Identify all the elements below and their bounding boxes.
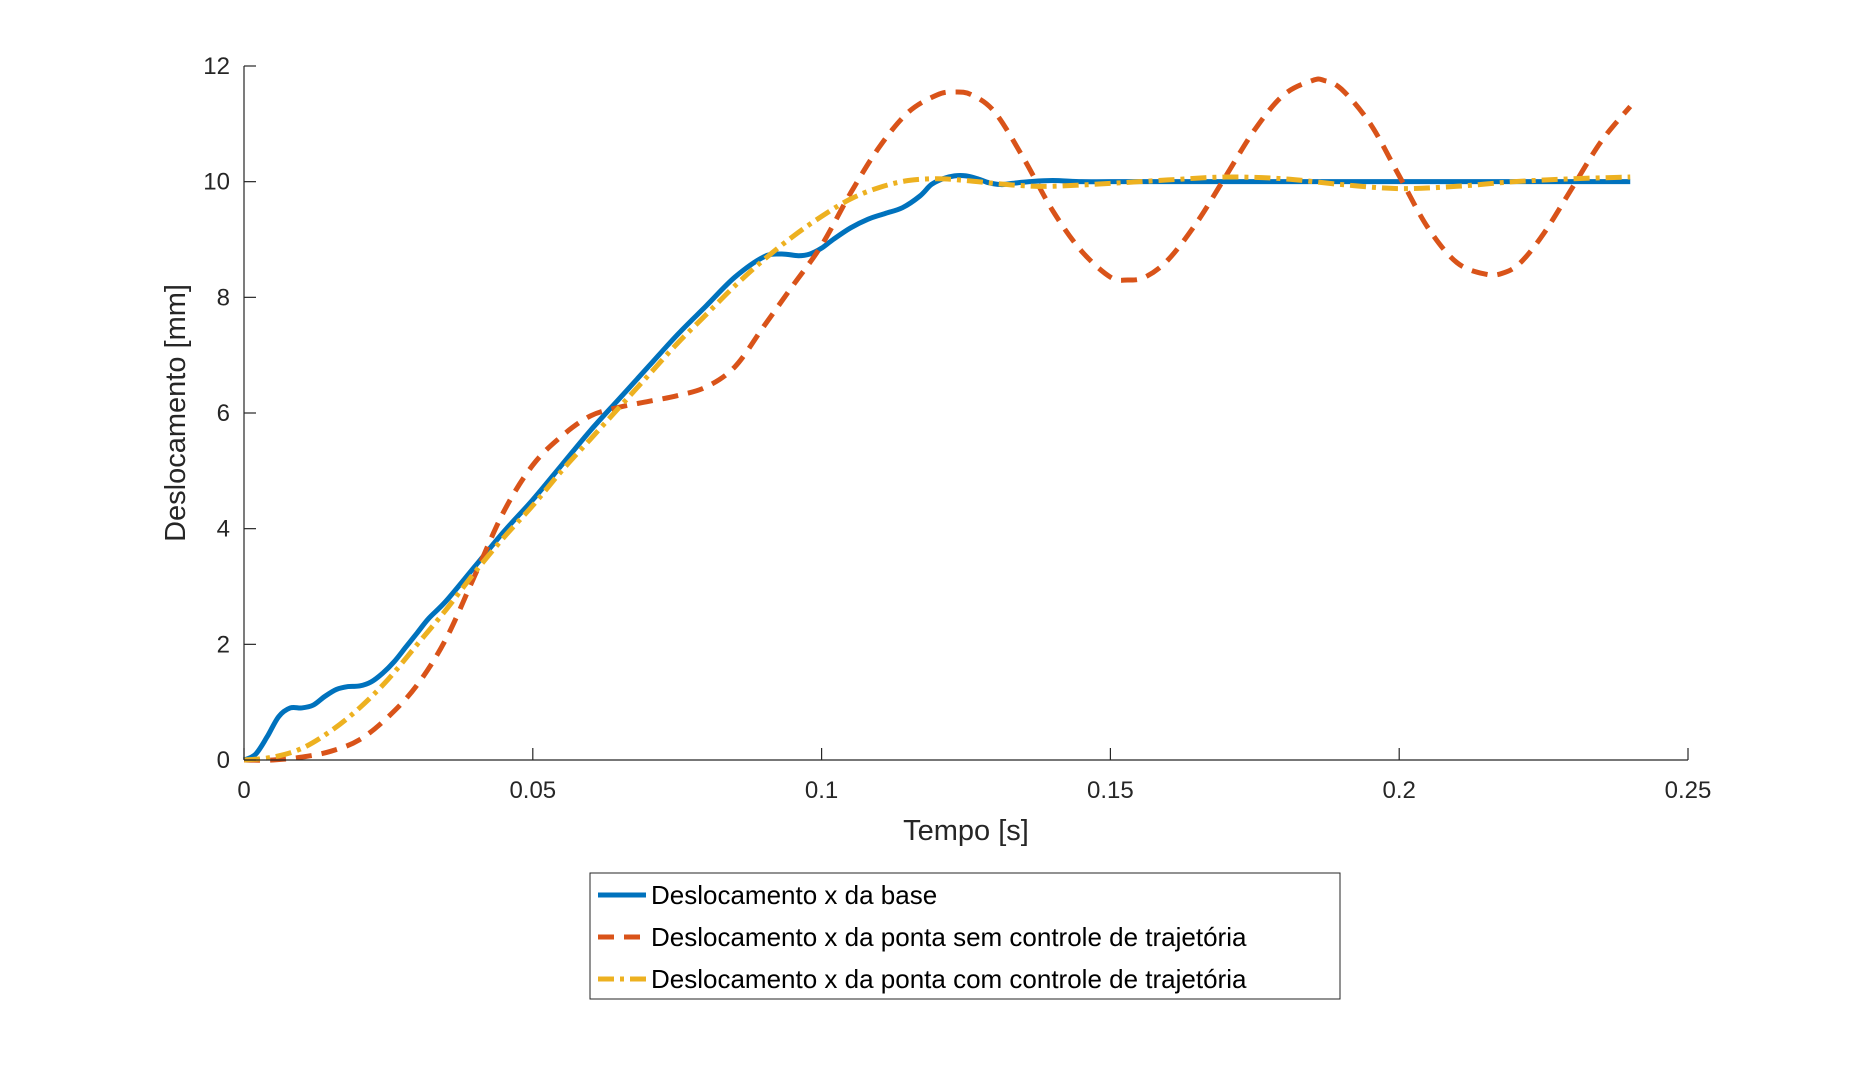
legend: Deslocamento x da base Deslocamento x da… — [589, 872, 1341, 1000]
y-axis-label: Deslocamento [mm] — [160, 284, 192, 542]
legend-label-tip-uncontrolled: Deslocamento x da ponta sem controle de … — [651, 922, 1247, 952]
series-layer — [242, 76, 1633, 763]
x-ticks: 0 0.05 0.1 0.15 0.2 0.25 — [237, 748, 1711, 804]
x-tick-label: 0.05 — [509, 777, 556, 804]
series-line-tip-controlled — [243, 174, 1631, 763]
y-tick-label: 6 — [217, 400, 230, 427]
x-tick-label: 0.2 — [1383, 777, 1416, 804]
x-tick-label: 0.1 — [805, 777, 838, 804]
y-tick-label: 12 — [203, 53, 230, 80]
y-tick-label: 2 — [217, 631, 230, 658]
y-tick-label: 4 — [217, 516, 230, 543]
x-tick-label: 0.15 — [1087, 777, 1134, 804]
legend-label-base: Deslocamento x da base — [651, 880, 937, 910]
y-tick-label: 8 — [217, 284, 230, 311]
y-tick-label: 10 — [203, 169, 230, 196]
y-ticks: 0 2 4 6 8 10 12 — [203, 53, 256, 774]
y-tick-label: 0 — [217, 747, 230, 774]
x-axis-label: Tempo [s] — [903, 815, 1029, 847]
series-line-base — [242, 173, 1631, 763]
x-tick-label: 0.25 — [1665, 777, 1712, 804]
legend-box — [589, 872, 1341, 1000]
legend-label-tip-controlled: Deslocamento x da ponta com controle de … — [651, 964, 1247, 994]
x-tick-label: 0 — [237, 777, 250, 804]
